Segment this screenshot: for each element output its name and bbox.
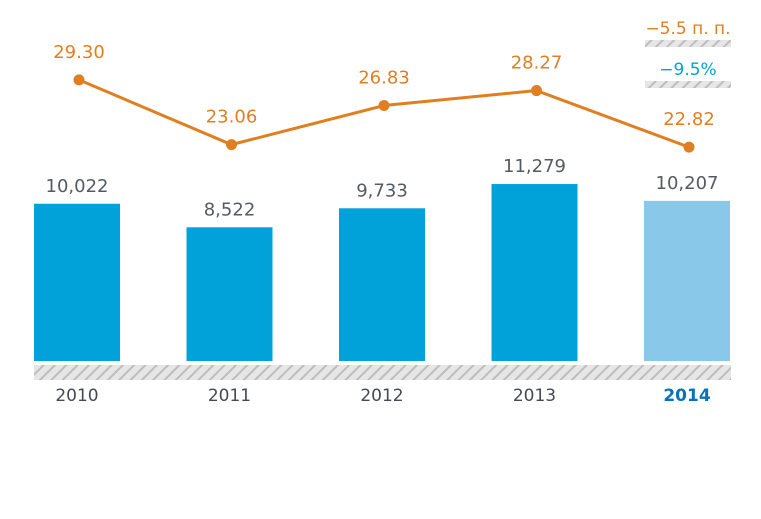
bar-value-label-2013: 11,279 (503, 156, 566, 177)
change-annotation-stripe-2 (645, 81, 731, 88)
bar-2012 (339, 208, 425, 361)
x-tick-label-2010: 2010 (55, 386, 98, 406)
annotation-layer: −5.5 п. п. −9.5% (645, 19, 731, 88)
bar-value-label-2014: 10,207 (656, 173, 719, 194)
line-value-label-2012: 26.83 (358, 68, 410, 89)
bar-2013 (491, 184, 578, 361)
bar-2011 (186, 227, 273, 361)
line-point-2013 (531, 85, 542, 97)
line-point-2014 (683, 141, 695, 153)
bar-value-label-2011: 8,522 (204, 199, 256, 220)
x-tick-label-2011: 2011 (208, 386, 251, 406)
line-value-label-2014: 22.82 (663, 109, 715, 130)
bar-2010 (34, 203, 120, 361)
change-annotation-stripe-1 (645, 40, 731, 47)
bar-layer (34, 184, 730, 361)
change-annotation-2: −9.5% (659, 60, 716, 80)
line-value-label-2011: 23.06 (206, 107, 258, 128)
axis-baseline-stripe (34, 365, 731, 380)
line-point-2012 (378, 100, 390, 112)
bar-value-label-2012: 9,733 (356, 180, 408, 201)
line-value-label-2010: 29.30 (53, 42, 105, 63)
x-tick-label-2013: 2013 (513, 386, 556, 406)
line-layer (73, 74, 695, 153)
line-series (78, 78, 690, 149)
bar-2014 (644, 200, 730, 361)
line-value-label-2013: 28.27 (511, 53, 563, 74)
label-layer: 10,022 2010 8,522 2011 9,733 2012 11,279 2013 10… (46, 42, 719, 406)
change-annotation-1: −5.5 п. п. (645, 19, 730, 39)
x-tick-label-2014: 2014 (663, 386, 710, 406)
bar-value-label-2010: 10,022 (46, 176, 109, 197)
x-tick-label-2012: 2012 (360, 386, 403, 406)
baseline-layer (34, 365, 731, 380)
line-point-2010 (73, 74, 85, 86)
line-point-2011 (226, 139, 237, 151)
